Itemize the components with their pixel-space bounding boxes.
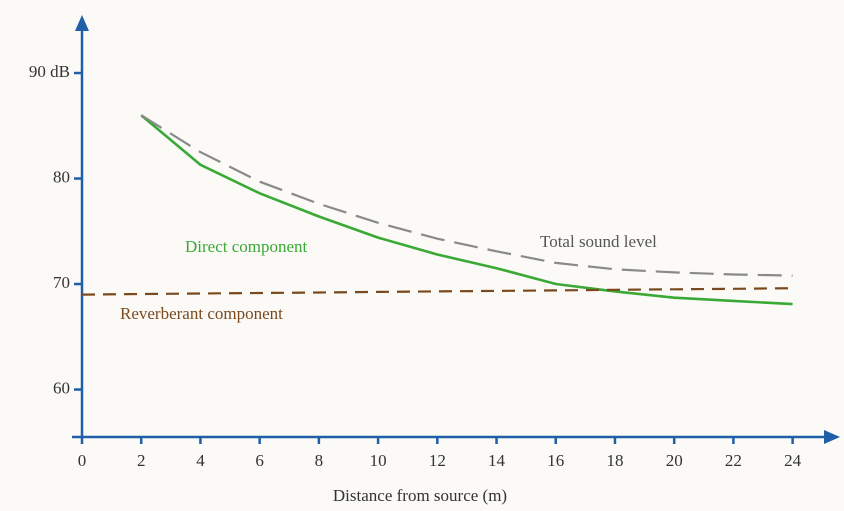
series-label: Reverberant component bbox=[120, 304, 283, 323]
y-tick-label: 90 dB bbox=[29, 62, 70, 81]
series-label: Total sound level bbox=[540, 232, 657, 251]
x-tick-label: 16 bbox=[547, 451, 564, 470]
x-tick-label: 20 bbox=[666, 451, 683, 470]
x-tick-label: 12 bbox=[429, 451, 446, 470]
series-line bbox=[81, 287, 793, 296]
x-tick-label: 24 bbox=[784, 451, 802, 470]
y-tick-label: 70 bbox=[53, 273, 70, 292]
x-tick-label: 2 bbox=[137, 451, 146, 470]
x-tick-label: 18 bbox=[606, 451, 623, 470]
y-tick-label: 60 bbox=[53, 378, 70, 397]
x-tick-label: 10 bbox=[370, 451, 387, 470]
series-line bbox=[140, 114, 793, 277]
series-line bbox=[140, 114, 793, 306]
x-tick-label: 22 bbox=[725, 451, 742, 470]
x-tick-label: 6 bbox=[255, 451, 264, 470]
x-tick-label: 0 bbox=[78, 451, 87, 470]
y-axis-arrow bbox=[75, 15, 89, 31]
series-label: Direct component bbox=[185, 237, 308, 256]
y-tick-label: 80 bbox=[53, 167, 70, 186]
x-tick-label: 4 bbox=[196, 451, 205, 470]
x-axis-title: Distance from source (m) bbox=[333, 486, 507, 505]
x-axis-arrow bbox=[824, 430, 840, 444]
x-tick-label: 14 bbox=[488, 451, 506, 470]
x-tick-label: 8 bbox=[315, 451, 324, 470]
